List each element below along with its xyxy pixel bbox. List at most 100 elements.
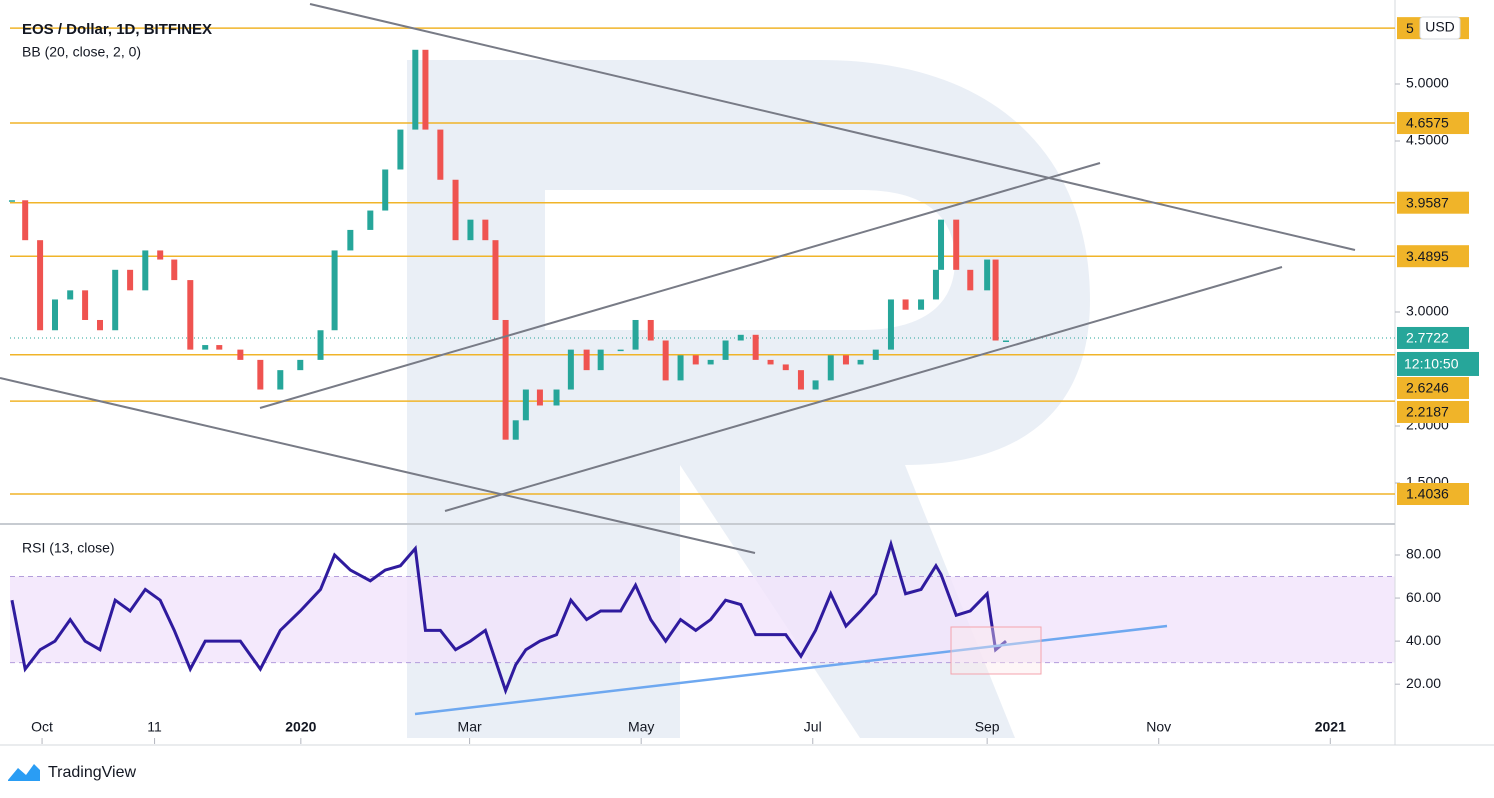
- candle: [662, 340, 669, 381]
- level-tag: [1397, 483, 1469, 506]
- candle: [583, 349, 590, 371]
- candle: [452, 179, 459, 241]
- candle: [967, 269, 974, 291]
- candle: [1002, 340, 1009, 343]
- candle: [157, 250, 164, 260]
- candle: [422, 49, 429, 130]
- x-tick-label: Jul: [804, 719, 822, 735]
- trend-line: [259, 162, 1101, 409]
- candle: [482, 219, 489, 241]
- highlight-box: [950, 626, 1042, 675]
- brand: TradingView: [8, 764, 136, 781]
- candle: [257, 359, 264, 390]
- candle: [647, 319, 654, 341]
- candle: [127, 269, 134, 291]
- candle: [142, 250, 149, 291]
- candle: [632, 319, 639, 350]
- candle: [37, 240, 44, 331]
- trend-line: [444, 266, 1283, 512]
- rsi-line: [10, 539, 1007, 696]
- candle: [767, 359, 774, 365]
- candle: [331, 250, 338, 331]
- candle: [938, 219, 945, 270]
- indicator-label: BB (20, close, 2, 0): [22, 44, 141, 60]
- brand-logo: [8, 764, 40, 781]
- candle: [502, 319, 509, 440]
- candle: [202, 345, 209, 350]
- level-tag: [1397, 191, 1469, 214]
- candle: [237, 349, 244, 360]
- candle: [347, 229, 354, 251]
- x-tick-label: Mar: [458, 719, 482, 735]
- x-tick-label: 11: [147, 719, 162, 735]
- candle: [317, 330, 324, 360]
- y-tick-label: 80.00: [1406, 546, 1441, 562]
- level-label: 3.4895: [1406, 248, 1449, 264]
- candle: [737, 334, 744, 341]
- candle: [437, 129, 444, 180]
- trend-line: [309, 3, 1356, 251]
- rsi-trend-line: [414, 624, 1168, 716]
- candle: [52, 299, 59, 331]
- y-tick-label: 4.5000: [1406, 132, 1449, 148]
- level-tag: [1397, 245, 1469, 268]
- candle: [872, 349, 879, 360]
- level-label: 1.4036: [1406, 486, 1449, 502]
- candle: [842, 355, 849, 365]
- candle: [827, 355, 834, 381]
- candle: [187, 280, 194, 350]
- candle: [984, 259, 991, 291]
- candle: [707, 359, 714, 365]
- rsi-label: RSI (13, close): [22, 540, 115, 556]
- candle: [722, 340, 729, 360]
- chart-title: EOS / Dollar, 1D, BITFINEX: [22, 21, 212, 38]
- candle: [382, 169, 389, 211]
- y-tick-label: 5.0000: [1406, 75, 1449, 91]
- level-tag: [1397, 376, 1469, 399]
- level-label: 5: [1406, 20, 1414, 36]
- level-tag: [1397, 400, 1469, 423]
- candle: [887, 299, 894, 350]
- x-tick-label: 2020: [285, 719, 316, 735]
- candle: [692, 355, 699, 365]
- candle: [782, 364, 789, 371]
- candle: [492, 240, 499, 320]
- timer: 12:10:50: [1404, 356, 1459, 372]
- candle: [412, 49, 419, 130]
- candle: [467, 219, 474, 241]
- x-tick-label: Nov: [1146, 719, 1171, 735]
- candle: [512, 420, 519, 440]
- y-tick-label: 20.00: [1406, 675, 1441, 691]
- x-tick-label: Oct: [31, 719, 53, 735]
- candle: [82, 290, 89, 320]
- candle: [216, 345, 223, 350]
- currency-button[interactable]: [1419, 16, 1461, 40]
- watermark: [407, 60, 1090, 738]
- candle: [597, 349, 604, 371]
- candle: [67, 290, 74, 300]
- level-label: 3.9587: [1406, 194, 1449, 210]
- candle: [367, 210, 374, 230]
- trend-line: [0, 377, 756, 554]
- x-tick-label: 2021: [1315, 719, 1346, 735]
- currency[interactable]: USD: [1425, 19, 1455, 35]
- candle: [567, 349, 574, 390]
- brand-name: TradingView: [48, 764, 136, 781]
- last-price-tag: [1397, 326, 1469, 349]
- level-tag: [1397, 112, 1469, 135]
- level-label: 4.6575: [1406, 115, 1449, 131]
- candle: [902, 299, 909, 310]
- y-tick-label: 40.00: [1406, 632, 1441, 648]
- y-tick-label: 3.0000: [1406, 303, 1449, 319]
- candle: [97, 319, 104, 331]
- candle: [22, 200, 29, 241]
- candle: [171, 259, 178, 281]
- y-tick-label: 60.00: [1406, 589, 1441, 605]
- level-label: 2.2187: [1406, 404, 1449, 420]
- candle: [797, 370, 804, 390]
- x-tick-label: May: [628, 719, 654, 735]
- x-tick-label: Sep: [975, 719, 1000, 735]
- candle: [8, 200, 15, 202]
- candle: [112, 269, 119, 331]
